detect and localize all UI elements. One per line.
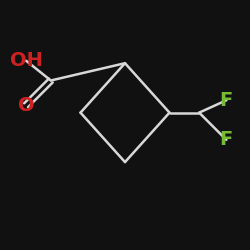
Text: OH: OH: [10, 51, 42, 70]
Text: F: F: [220, 130, 233, 149]
Text: O: O: [18, 96, 34, 115]
Text: F: F: [220, 91, 233, 110]
